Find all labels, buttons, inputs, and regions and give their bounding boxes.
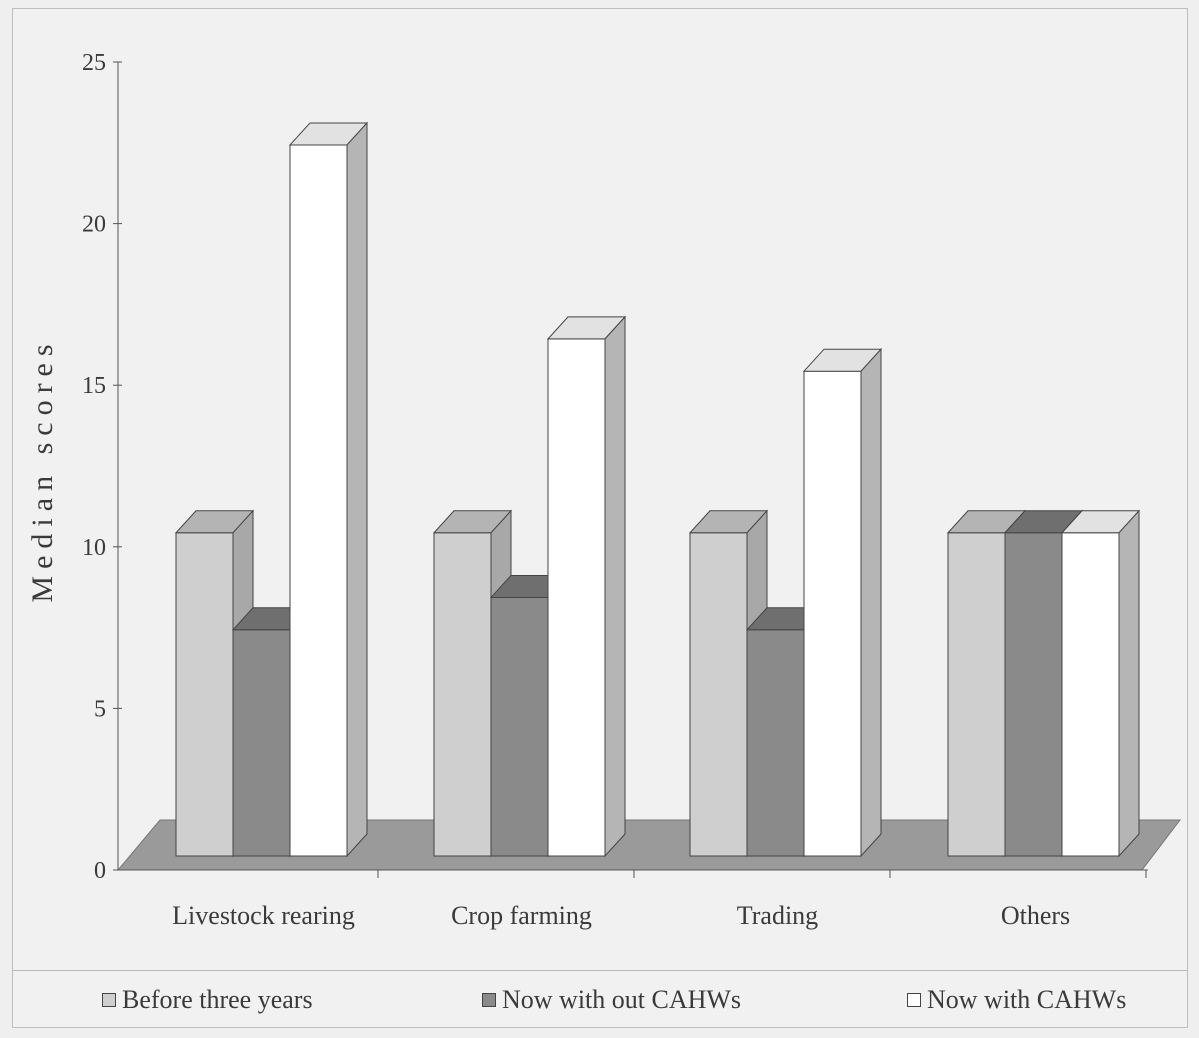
bar-side (604, 315, 626, 858)
y-tick-label: 25 (82, 50, 106, 76)
legend-swatch-before (102, 993, 116, 1007)
bar (802, 347, 883, 858)
y-tick-label: 20 (82, 212, 106, 238)
legend-label-before: Before three years (122, 985, 313, 1014)
x-tick-label: Others (1001, 901, 1070, 930)
bar (288, 121, 369, 858)
bar-front (1061, 532, 1120, 857)
x-tick-label: Trading (737, 901, 818, 930)
x-tick-label: Crop farming (451, 901, 592, 930)
y-tick-label: 5 (94, 696, 106, 722)
bar (546, 315, 627, 858)
x-tick-label: Livestock rearing (172, 901, 355, 930)
chart-bars (174, 121, 1141, 858)
bar-side (860, 347, 882, 858)
legend-label-without: Now with out CAHWs (502, 985, 742, 1014)
bar-front (490, 596, 549, 857)
bar-front (547, 338, 606, 857)
bar-front (289, 144, 348, 857)
bar-front (1004, 532, 1063, 857)
bar (1060, 509, 1141, 858)
chart-axes: 0 5 10 15 20 25 Livestock rearing Crop farming T… (82, 50, 1148, 930)
bar-front (433, 532, 492, 857)
legend-swatch-with (907, 993, 921, 1007)
y-tick-label: 15 (82, 373, 106, 399)
bar-side (346, 121, 368, 858)
legend-label-with: Now with CAHWs (927, 985, 1127, 1014)
bar-front (947, 532, 1006, 857)
bar-front (175, 532, 234, 857)
y-tick-label: 0 (94, 858, 106, 884)
bar-front (803, 370, 862, 857)
bar-front (746, 629, 805, 857)
legend-item-before: Before three years (102, 985, 313, 1015)
legend: Before three years Now with out CAHWs No… (12, 970, 1188, 1028)
bar-side (1118, 509, 1140, 858)
bar-front (689, 532, 748, 857)
legend-item-without: Now with out CAHWs (482, 985, 741, 1015)
y-axis-label: Median scores (26, 337, 59, 602)
bar-front (232, 629, 291, 857)
legend-item-with: Now with CAHWs (907, 985, 1126, 1015)
y-tick-label: 10 (82, 535, 106, 561)
legend-swatch-without (482, 993, 496, 1007)
